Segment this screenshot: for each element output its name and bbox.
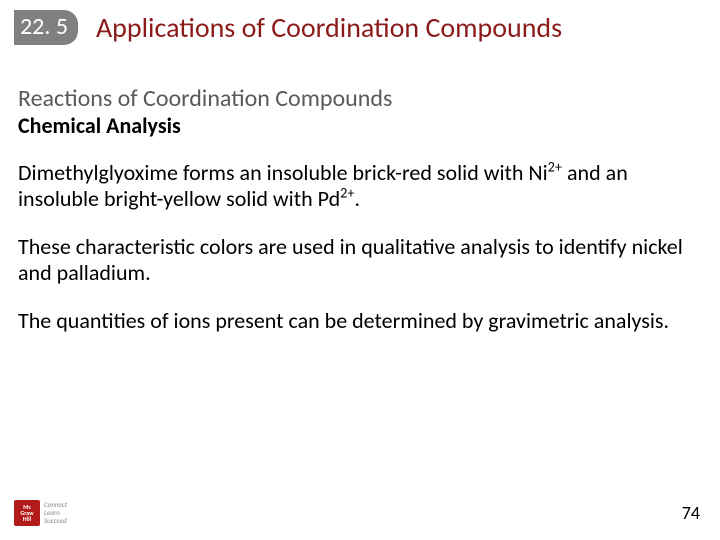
slide: 22. 5 Applications of Coordination Compo… [0,0,720,540]
content-area: Reactions of Coordination Compounds Chem… [0,45,720,334]
para1-text-a: Dimethylglyoxime forms an insoluble bric… [18,159,548,186]
paragraph-1: Dimethylglyoxime forms an insoluble bric… [18,160,702,212]
logo-line3: Hill [23,516,31,522]
superscript-ni: 2+ [548,158,562,176]
slide-title: Applications of Coordination Compounds [96,10,562,45]
page-number: 74 [682,502,700,524]
tagline-3: Succeed [44,517,67,525]
paragraph-3: The quantities of ions present can be de… [18,308,702,334]
logo-tagline: Connect Learn Succeed [44,501,67,524]
header-row: 22. 5 Applications of Coordination Compo… [0,0,720,45]
subheading-topic: Reactions of Coordination Compounds [18,85,702,113]
section-number-badge: 22. 5 [14,10,78,44]
publisher-logo: Mc Graw Hill Connect Learn Succeed [14,500,67,526]
paragraph-2: These characteristic colors are used in … [18,234,702,286]
para1-text-c: . [355,185,361,212]
logo-icon: Mc Graw Hill [14,500,40,526]
superscript-pd: 2+ [340,184,354,202]
subheading-subtopic: Chemical Analysis [18,113,702,138]
